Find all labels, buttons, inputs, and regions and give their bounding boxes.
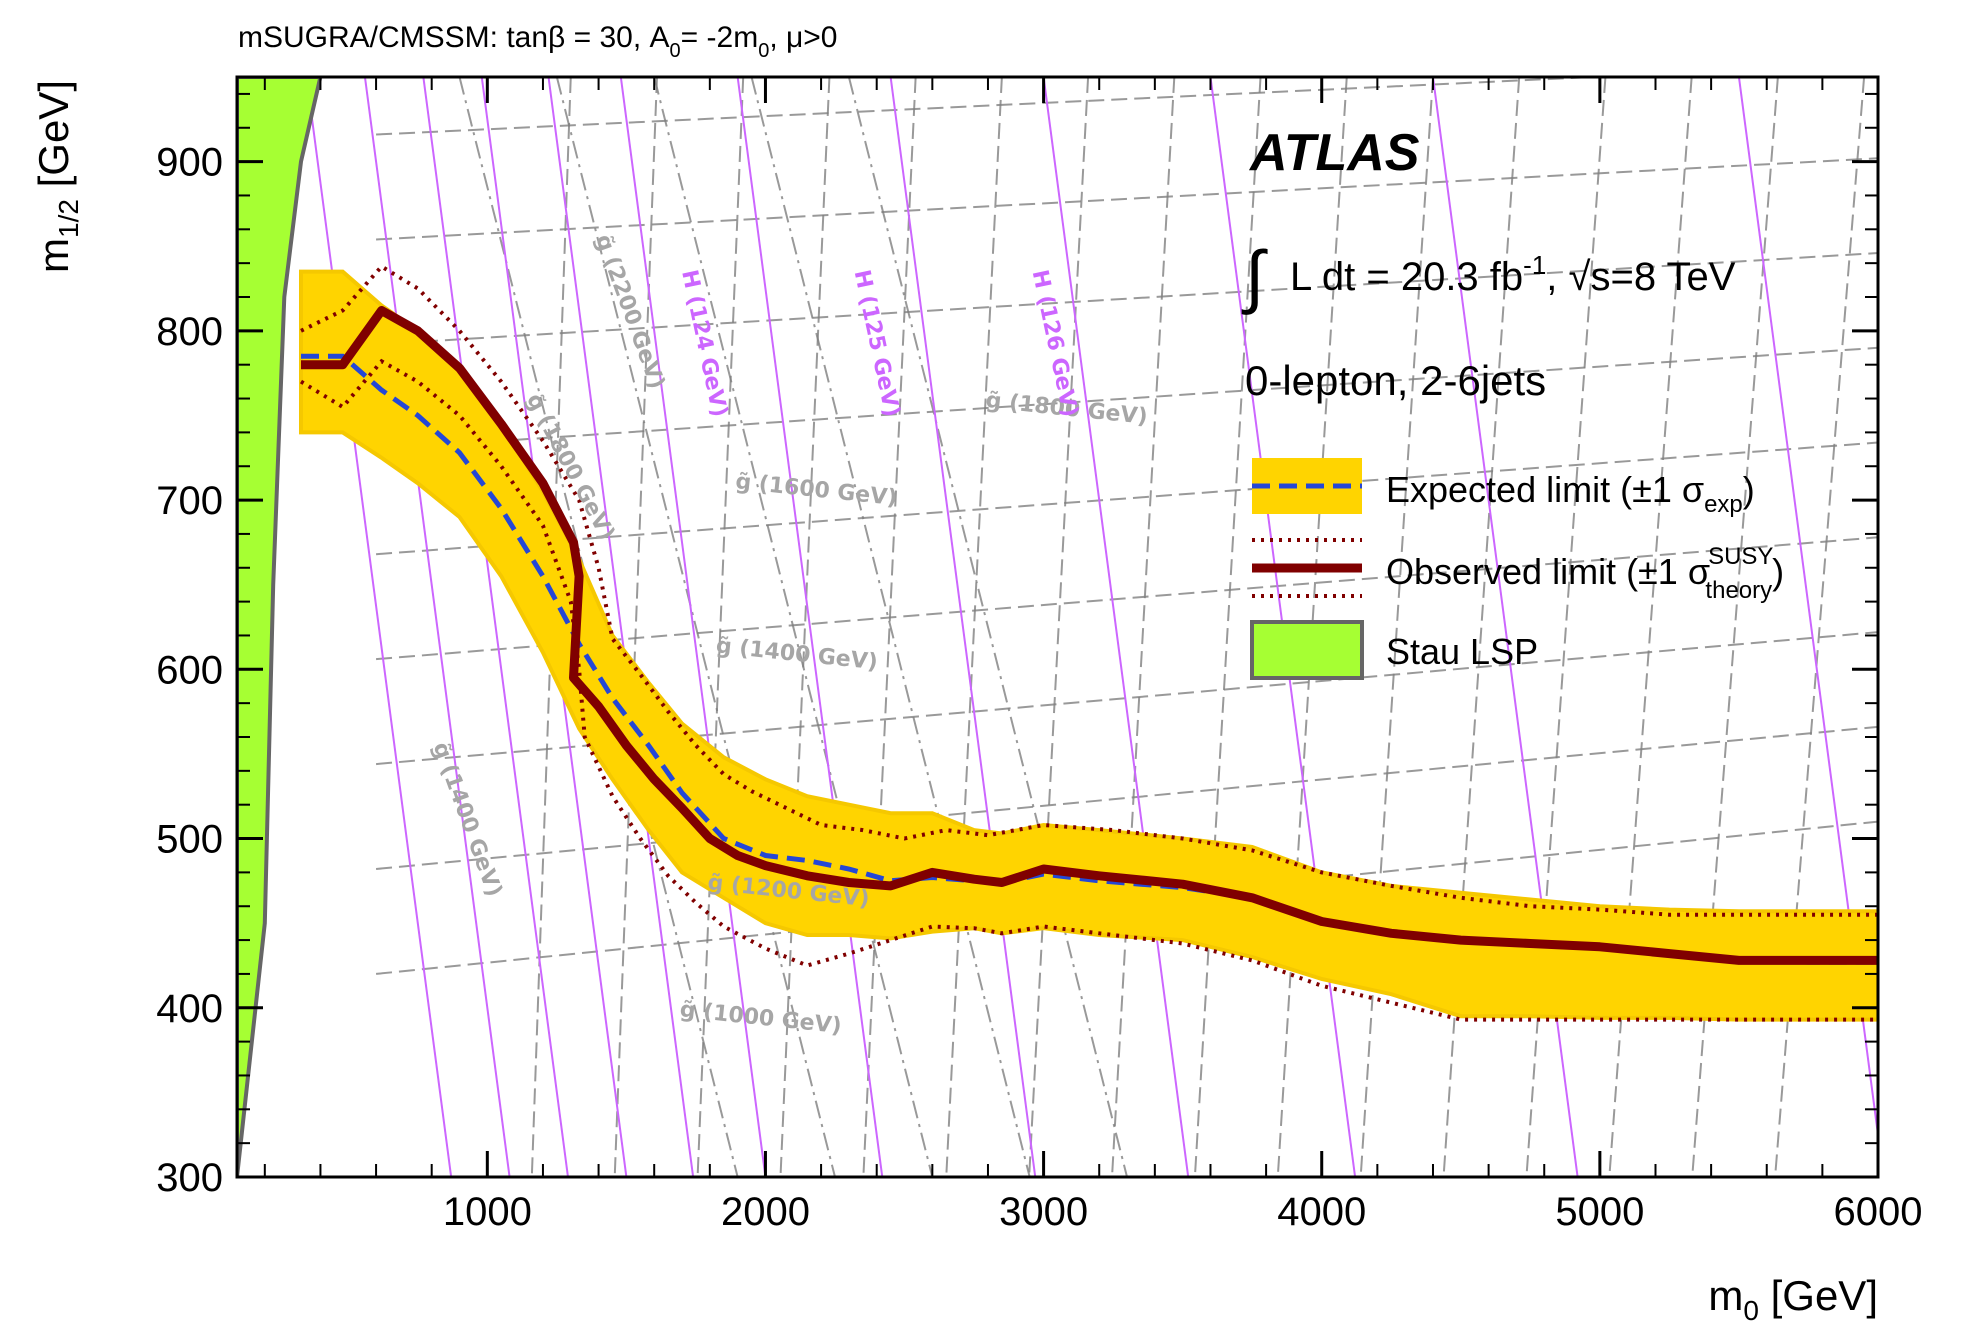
higgs-contour-label: H (124 GeV)	[676, 268, 732, 420]
plot-area: g̃ (2200 GeV)g̃ (1800 GeV) g̃ (1600 GeV)g…	[237, 77, 1878, 1177]
x-axis-label: m0 [GeV]	[1708, 1272, 1878, 1326]
observed-down-line	[299, 358, 1878, 1022]
gluino-contour-line	[376, 252, 1878, 346]
dashdot-contour-line	[653, 77, 934, 1177]
dashdot-contour-line	[555, 77, 836, 1177]
gluino-contour-line	[376, 77, 1614, 136]
legend: Expected limit (±1 σexp) Observed limit …	[1250, 458, 1784, 680]
gluino-contour-line	[375, 725, 1878, 870]
legend-observed-label: Observed limit (±1 σSUSY theory)	[1386, 543, 1784, 604]
observed-up-line	[300, 263, 1878, 917]
gluino-contour-line	[375, 631, 1878, 766]
y-tick-label: 900	[156, 141, 223, 185]
x-tick-label: 5000	[1555, 1190, 1644, 1234]
y-tick-label: 600	[156, 648, 223, 692]
luminosity-label: L dt = 20.3 fb-1, √s=8 TeV	[1290, 250, 1736, 299]
x-tick-label: 6000	[1834, 1190, 1923, 1234]
y-tick-label: 800	[156, 310, 223, 354]
x-tick-label: 4000	[1277, 1190, 1366, 1234]
dashdot-contour-line	[847, 77, 1129, 1177]
y-tick-label: 400	[156, 987, 223, 1031]
chart-title: mSUGRA/CMSSM: tanβ = 30, A0= -2m0, μ>0	[238, 21, 838, 62]
integral-symbol: ∫	[1241, 237, 1268, 315]
y-axis-label: m1/2 [GeV]	[30, 80, 84, 273]
stau-lsp-layer	[237, 77, 323, 1177]
higgs-mass-contour	[422, 77, 569, 1177]
higgs-mass-contour	[889, 77, 1037, 1177]
higgs-mass-contour	[305, 77, 453, 1177]
y-tick-label: 300	[156, 1156, 223, 1200]
plot-frame	[235, 75, 1880, 1179]
x-tick-label: 1000	[443, 1190, 532, 1234]
x-tick-label: 2000	[721, 1190, 810, 1234]
gluino-contour-line	[375, 536, 1878, 661]
y-tick-label: 500	[156, 818, 223, 862]
legend-entry-stau: Stau LSP	[1250, 620, 1538, 680]
higgs-mass-contour	[736, 77, 884, 1177]
legend-stau-label: Stau LSP	[1386, 631, 1538, 672]
x-tick-label: 3000	[999, 1190, 1088, 1234]
atlas-label: ATLAS	[1248, 124, 1420, 182]
gluino-contour-line	[376, 346, 1878, 451]
gluino-contour-line	[376, 157, 1878, 241]
observed-limit-line	[301, 306, 1878, 965]
squark-contour-line	[1028, 77, 1090, 1177]
stau-lsp-region	[237, 77, 323, 1177]
higgs-mass-contour	[619, 77, 767, 1177]
expected-band-layer	[299, 269, 1878, 1022]
legend-entry-observed: Observed limit (±1 σSUSY theory)	[1252, 538, 1784, 604]
channel-label: 0-lepton, 2-6jets	[1245, 357, 1546, 404]
axis-ticks: 1000 2000 3000 4000 5000 6000 300 400 500 600 700 8…	[156, 77, 1922, 1234]
squark-contour-line	[1111, 77, 1176, 1177]
legend-stau-swatch	[1250, 620, 1364, 680]
higgs-mass-contour	[547, 77, 695, 1177]
gluino-contour-label: g̃ (1400 GeV)	[427, 739, 506, 900]
higgs-contour-label: H (125 GeV)	[849, 268, 905, 420]
squark-contour-line	[945, 77, 1003, 1177]
legend-expected-label: Expected limit (±1 σexp)	[1386, 469, 1755, 518]
dashdot-contour-line	[750, 77, 1031, 1177]
background-contours	[375, 77, 1878, 1177]
squark-contour-line	[862, 77, 917, 1177]
limit-lines-layer	[299, 263, 1878, 1022]
gluino-contour-line	[375, 441, 1878, 556]
higgs-mass-contour	[1042, 77, 1190, 1177]
gluino-contour-label: g̃ (1600 GeV)	[734, 469, 898, 511]
legend-entry-expected: Expected limit (±1 σexp)	[1252, 458, 1755, 518]
higgs-mass-contour	[363, 77, 511, 1177]
higgs-contours	[305, 77, 1878, 1177]
expected-band	[299, 269, 1878, 1022]
y-tick-label: 700	[156, 479, 223, 523]
gluino-contour-label: g̃ (1400 GeV)	[715, 633, 879, 675]
